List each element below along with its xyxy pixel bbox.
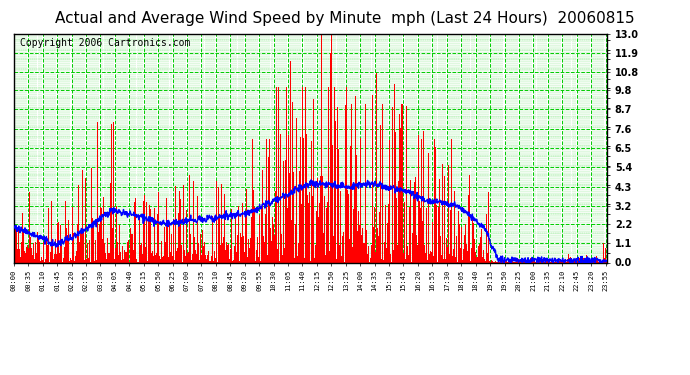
Text: Actual and Average Wind Speed by Minute  mph (Last 24 Hours)  20060815: Actual and Average Wind Speed by Minute … [55,11,635,26]
Text: Copyright 2006 Cartronics.com: Copyright 2006 Cartronics.com [20,38,190,48]
